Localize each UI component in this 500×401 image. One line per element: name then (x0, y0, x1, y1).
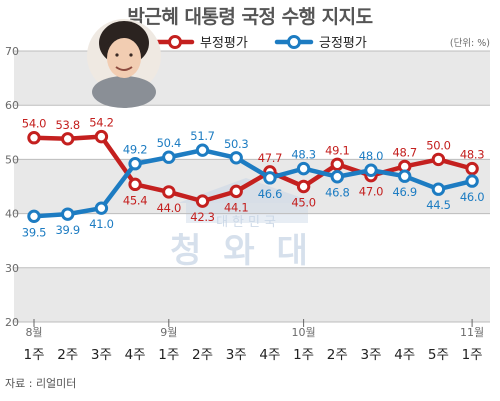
watermark-building (186, 203, 308, 223)
x-tick-label: 1주 (23, 347, 44, 363)
data-label: 39.9 (55, 223, 79, 237)
legend-label: 부정평가 (200, 36, 248, 51)
unit-label: (단위: %) (450, 37, 490, 49)
x-tick-label: 2주 (327, 347, 348, 363)
week-labels: 1주 2주 3주 4주 1주 2주 3주 4주 1주 2주 3주 4주 5주 1주 (23, 347, 482, 363)
data-point (364, 163, 378, 177)
y-tick-label: 50 (5, 153, 19, 166)
series-layer (27, 129, 479, 224)
data-label: 44.1 (224, 200, 248, 214)
data-point (431, 152, 446, 167)
x-tick-label: 4주 (394, 347, 415, 363)
data-point (94, 201, 109, 215)
data-label: 49.1 (325, 143, 349, 157)
data-label: 41.0 (89, 217, 113, 231)
y-tick-label: 70 (5, 45, 19, 58)
data-label: 48.0 (359, 149, 383, 163)
data-label: 48.3 (460, 148, 484, 162)
data-point (195, 143, 210, 157)
data-label: 39.5 (22, 225, 46, 239)
data-label: 53.8 (55, 118, 79, 132)
x-tick-label: 2주 (57, 347, 78, 363)
legend-label: 긍정평가 (319, 36, 367, 51)
data-point (330, 157, 344, 171)
data-point (60, 132, 75, 146)
data-label: 44.0 (157, 201, 181, 215)
data-point (431, 182, 446, 196)
data-point (27, 209, 41, 224)
data-label: 49.2 (123, 143, 147, 157)
legend-swatch-marker (168, 35, 182, 49)
chart-title: 박근혜 대통령 국정 수행 지지도 (127, 6, 373, 28)
x-tick-label: 1주 (462, 347, 483, 363)
watermark-text: 대한민국 (216, 215, 280, 230)
data-label: 44.5 (426, 198, 450, 212)
legend: 부정평가 긍정평가 (155, 35, 367, 51)
month-label: 11월 (460, 326, 484, 339)
data-label: 46.0 (460, 190, 484, 204)
data-point (195, 194, 210, 208)
y-tick-label: 40 (5, 208, 19, 221)
data-labels: 54.0 53.8 54.2 45.4 44.0 42.3 44.1 47.7 45.0 49.1… (22, 116, 485, 240)
data-point (27, 131, 41, 145)
month-label: 9월 (160, 326, 177, 339)
portrait-photo (87, 19, 161, 108)
data-label: 50.3 (224, 137, 248, 151)
x-tick-label: 1주 (158, 347, 179, 363)
x-tick-label: 4주 (125, 347, 146, 363)
data-label: 50.4 (157, 136, 181, 150)
data-point (94, 129, 109, 144)
data-label: 51.7 (190, 129, 214, 143)
data-point (465, 174, 479, 188)
y-tick-label: 60 (5, 99, 19, 112)
data-point (398, 169, 412, 183)
data-label: 45.4 (123, 193, 147, 207)
data-point (229, 151, 243, 165)
y-axis-ticks: 20 30 40 50 60 70 (5, 45, 19, 329)
data-label: 48.7 (392, 145, 416, 159)
x-tick-label: 3주 (226, 347, 247, 363)
data-label: 54.2 (89, 116, 113, 130)
x-tick-label: 2주 (192, 347, 213, 363)
y-tick-label: 30 (5, 262, 19, 275)
data-label: 46.9 (392, 185, 416, 199)
month-label: 10월 (292, 326, 316, 339)
x-tick-label: 5주 (428, 347, 449, 363)
month-label: 8월 (25, 326, 42, 339)
y-tick-label: 20 (5, 316, 19, 329)
month-labels: 8월 9월 10월 11월 (25, 319, 484, 339)
legend-swatch-marker (287, 35, 301, 49)
watermark-text: 청와대 (170, 231, 330, 271)
data-label: 47.0 (359, 185, 383, 199)
data-point (229, 184, 243, 199)
data-point (465, 161, 479, 176)
data-label: 45.0 (291, 196, 315, 210)
data-label: 47.7 (258, 151, 282, 165)
data-point (60, 207, 75, 221)
x-tick-label: 4주 (259, 347, 280, 363)
x-tick-label: 3주 (91, 347, 112, 363)
data-label: 50.0 (426, 138, 450, 152)
plot-band (14, 51, 490, 106)
data-label: 48.3 (291, 148, 315, 162)
data-point (330, 170, 344, 184)
x-tick-label: 3주 (360, 347, 381, 363)
data-point (128, 157, 142, 171)
data-point (162, 150, 176, 164)
data-point (296, 179, 311, 194)
x-tick-label: 1주 (293, 347, 314, 363)
data-point (296, 161, 311, 176)
data-label: 54.0 (22, 117, 46, 131)
data-label: 46.6 (258, 187, 282, 201)
data-point (128, 177, 142, 192)
source-note: 자료 : 리얼미터 (5, 377, 77, 390)
data-point (263, 171, 277, 185)
data-label: 42.3 (190, 210, 214, 224)
plot-band (14, 267, 490, 322)
data-label: 46.8 (325, 186, 349, 200)
data-point (162, 185, 176, 199)
